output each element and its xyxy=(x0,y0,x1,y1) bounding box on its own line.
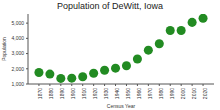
svg-text:1,000: 1,000 xyxy=(11,81,24,87)
svg-text:Census Year: Census Year xyxy=(107,103,136,109)
svg-text:3,000: 3,000 xyxy=(11,50,24,56)
svg-text:2020: 2020 xyxy=(202,88,208,99)
svg-text:4,000: 4,000 xyxy=(11,35,24,41)
html-text:Population of DeWitt, Iowa: Population of DeWitt, Iowa xyxy=(57,1,163,11)
svg-text:2010: 2010 xyxy=(191,88,197,99)
svg-text:1920: 1920 xyxy=(92,88,98,99)
svg-text:1870: 1870 xyxy=(37,88,43,99)
svg-text:2,000: 2,000 xyxy=(11,66,24,72)
svg-text:1930: 1930 xyxy=(103,88,109,99)
svg-text:1990: 1990 xyxy=(169,88,175,99)
svg-text:1950: 1950 xyxy=(125,88,131,99)
svg-text:1960: 1960 xyxy=(136,88,142,99)
svg-text:1900: 1900 xyxy=(70,88,76,99)
svg-text:1910: 1910 xyxy=(81,88,87,99)
svg-text:5,000: 5,000 xyxy=(11,20,24,26)
svg-text:1890: 1890 xyxy=(59,88,65,99)
svg-text:1970: 1970 xyxy=(147,88,153,99)
svg-text:1940: 1940 xyxy=(114,88,120,99)
svg-text:1980: 1980 xyxy=(158,88,164,99)
svg-text:1880: 1880 xyxy=(48,88,54,99)
svg-text:2000: 2000 xyxy=(180,88,186,99)
